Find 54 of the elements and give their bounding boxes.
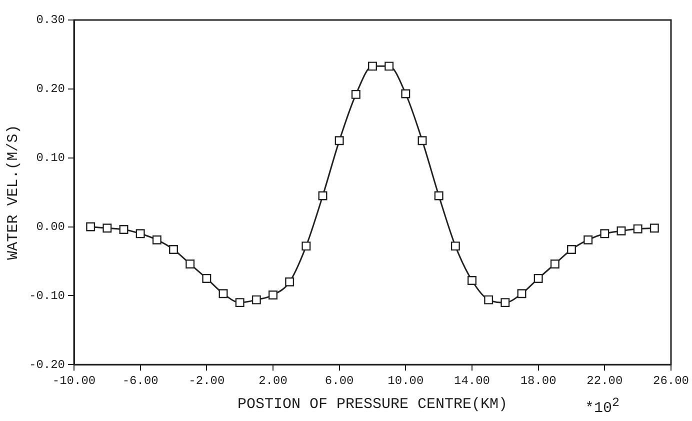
point (169, 245, 178, 254)
point (434, 191, 444, 200)
x-tick-label: 14.00 (454, 374, 490, 388)
point (285, 277, 294, 286)
x-tick-label: -6.00 (122, 374, 158, 388)
point (600, 229, 610, 238)
y-tick-label: 0.00 (36, 220, 66, 234)
point (86, 222, 96, 232)
x-tick-label: 6.00 (324, 374, 354, 388)
point (468, 276, 476, 286)
point (252, 295, 261, 304)
x-tick-label: -10.00 (52, 374, 96, 388)
point (650, 224, 659, 233)
point (418, 136, 427, 146)
point (334, 136, 344, 146)
point (302, 242, 311, 251)
x-tick-label: -2.00 (188, 374, 225, 388)
x-tick-label: 18.00 (520, 374, 556, 388)
point (119, 225, 128, 234)
y-tick-label: -0.20 (28, 358, 66, 372)
point (235, 298, 244, 308)
point (616, 226, 626, 236)
point (202, 274, 212, 283)
point (318, 191, 328, 200)
point (484, 295, 494, 304)
y-tick-label: 0.10 (36, 151, 66, 166)
y-axis-title: WATER VEL.(M/S) (4, 124, 22, 260)
point (450, 242, 460, 251)
point (401, 89, 410, 98)
point (268, 290, 278, 300)
point (584, 235, 593, 244)
x-tick-label: 26.00 (652, 374, 690, 388)
point (633, 224, 642, 234)
y-tick-label: -0.10 (28, 288, 66, 303)
x-tick-label: 10.00 (388, 374, 424, 388)
point (517, 289, 526, 298)
point (567, 245, 576, 254)
y-tick-label: 0.20 (36, 82, 66, 96)
point (136, 229, 145, 238)
point (500, 298, 510, 308)
point (550, 259, 560, 268)
y-tick-label: 0.30 (36, 13, 66, 28)
point (152, 235, 162, 244)
x-axis-title: POSTION OF PRESSURE CENTRE(KM) (237, 396, 508, 413)
point (534, 274, 543, 283)
point (384, 62, 394, 71)
point (186, 259, 195, 268)
point (102, 224, 112, 233)
x-tick-label: 22.00 (586, 374, 623, 388)
text: *10$^{2}$ (585, 396, 620, 417)
point (368, 62, 377, 71)
point (351, 90, 360, 99)
point (218, 289, 228, 298)
x-tick-label: 2.00 (258, 374, 288, 388)
